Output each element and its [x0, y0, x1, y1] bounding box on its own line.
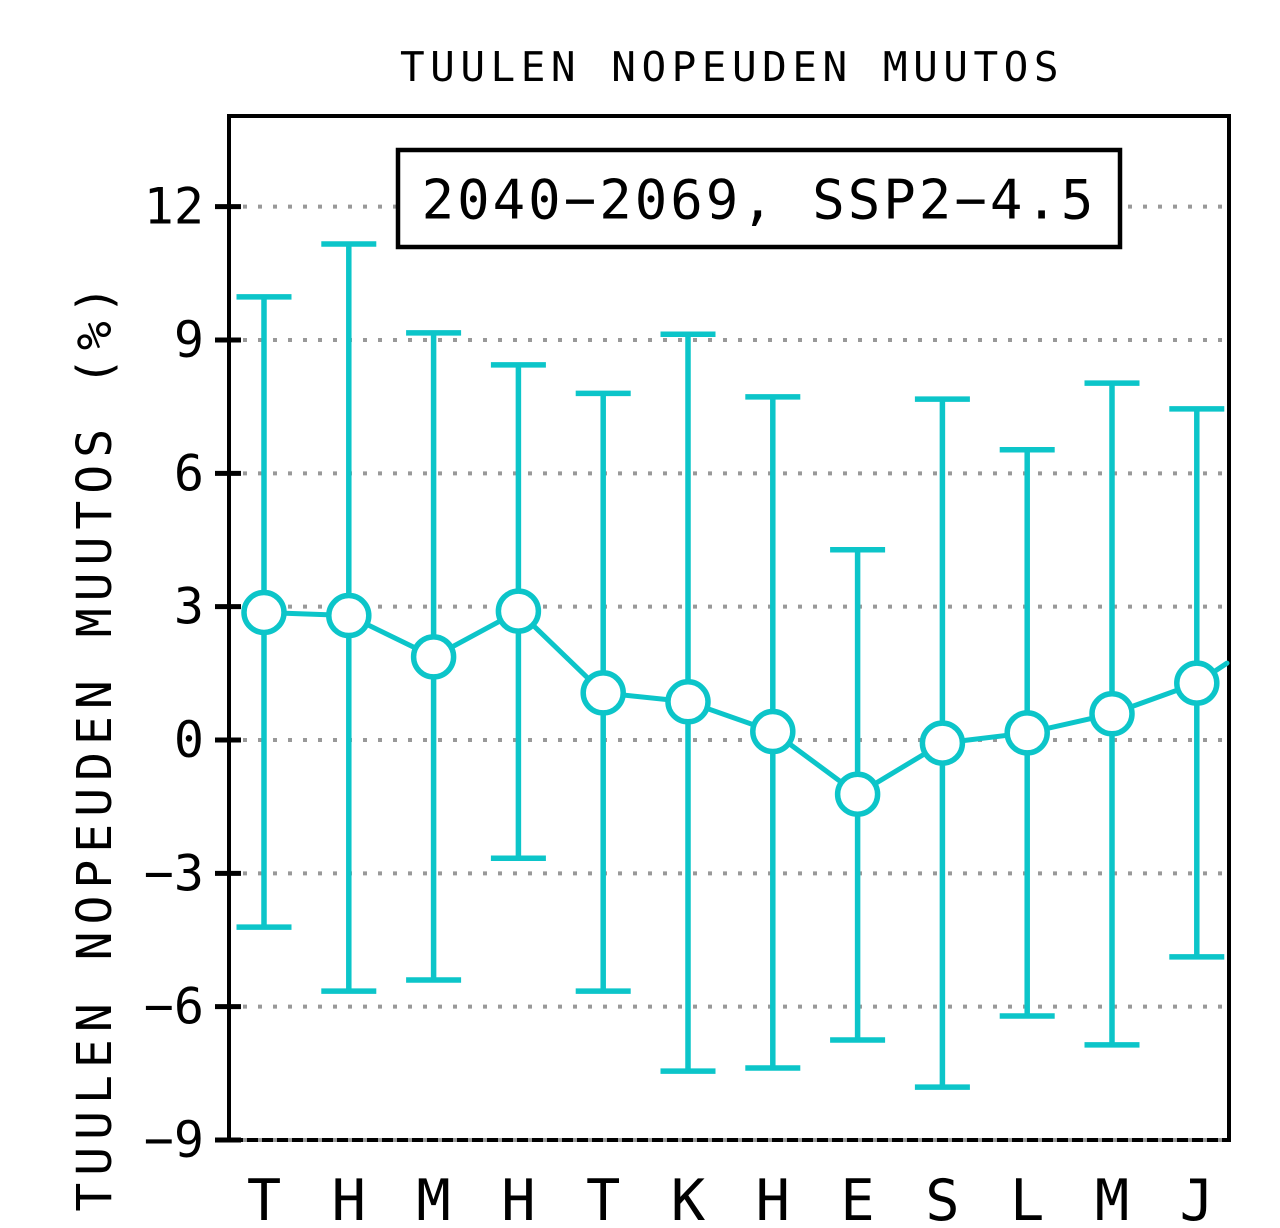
x-tick-label: T [586, 1168, 620, 1228]
x-tick-label: H [756, 1168, 790, 1228]
y-axis-title: TUULEN NOPEUDEN MUUTOS (%) [67, 278, 123, 1211]
legend-box [395, 147, 1123, 250]
data-point-marker [580, 670, 626, 716]
x-tick-label: T [247, 1168, 281, 1228]
x-tick-label: H [501, 1168, 535, 1228]
x-tick-label: K [671, 1168, 706, 1228]
data-point-marker [665, 679, 711, 725]
x-tick-label: M [1095, 1168, 1129, 1228]
data-point-marker [410, 634, 457, 680]
x-tick-label: M [416, 1168, 450, 1228]
y-tick-label: −6 [144, 978, 204, 1036]
data-point-marker [1004, 710, 1050, 756]
x-tick-label: J [1180, 1168, 1214, 1228]
data-point-marker [919, 720, 966, 766]
data-point-marker [1089, 691, 1135, 737]
data-point-marker [1174, 660, 1220, 706]
x-tick-label: H [332, 1168, 366, 1228]
chart-title: TUULEN NOPEUDEN MUUTOS [400, 43, 1064, 91]
data-point-marker [326, 592, 372, 639]
y-tick-label: 3 [174, 578, 204, 636]
data-point-marker [241, 589, 287, 636]
y-tick-label: 9 [174, 311, 204, 369]
y-tick-label: 6 [174, 444, 204, 502]
data-point-marker [750, 708, 796, 755]
legend-label: 2040−2069, SSP2−4.5 [422, 169, 1097, 232]
y-tick-label: 0 [174, 711, 204, 769]
x-tick-label: L [1010, 1168, 1044, 1228]
series-line [261, 608, 1230, 797]
y-tick-label: 12 [144, 178, 204, 236]
y-tick-label: −3 [144, 844, 204, 902]
y-tick-label: −9 [144, 1111, 204, 1169]
data-point-marker [495, 588, 542, 634]
x-tick-label: E [840, 1168, 874, 1228]
data-point-marker [834, 771, 881, 817]
x-tick-label: S [925, 1168, 959, 1228]
plot-border [227, 114, 1231, 1142]
